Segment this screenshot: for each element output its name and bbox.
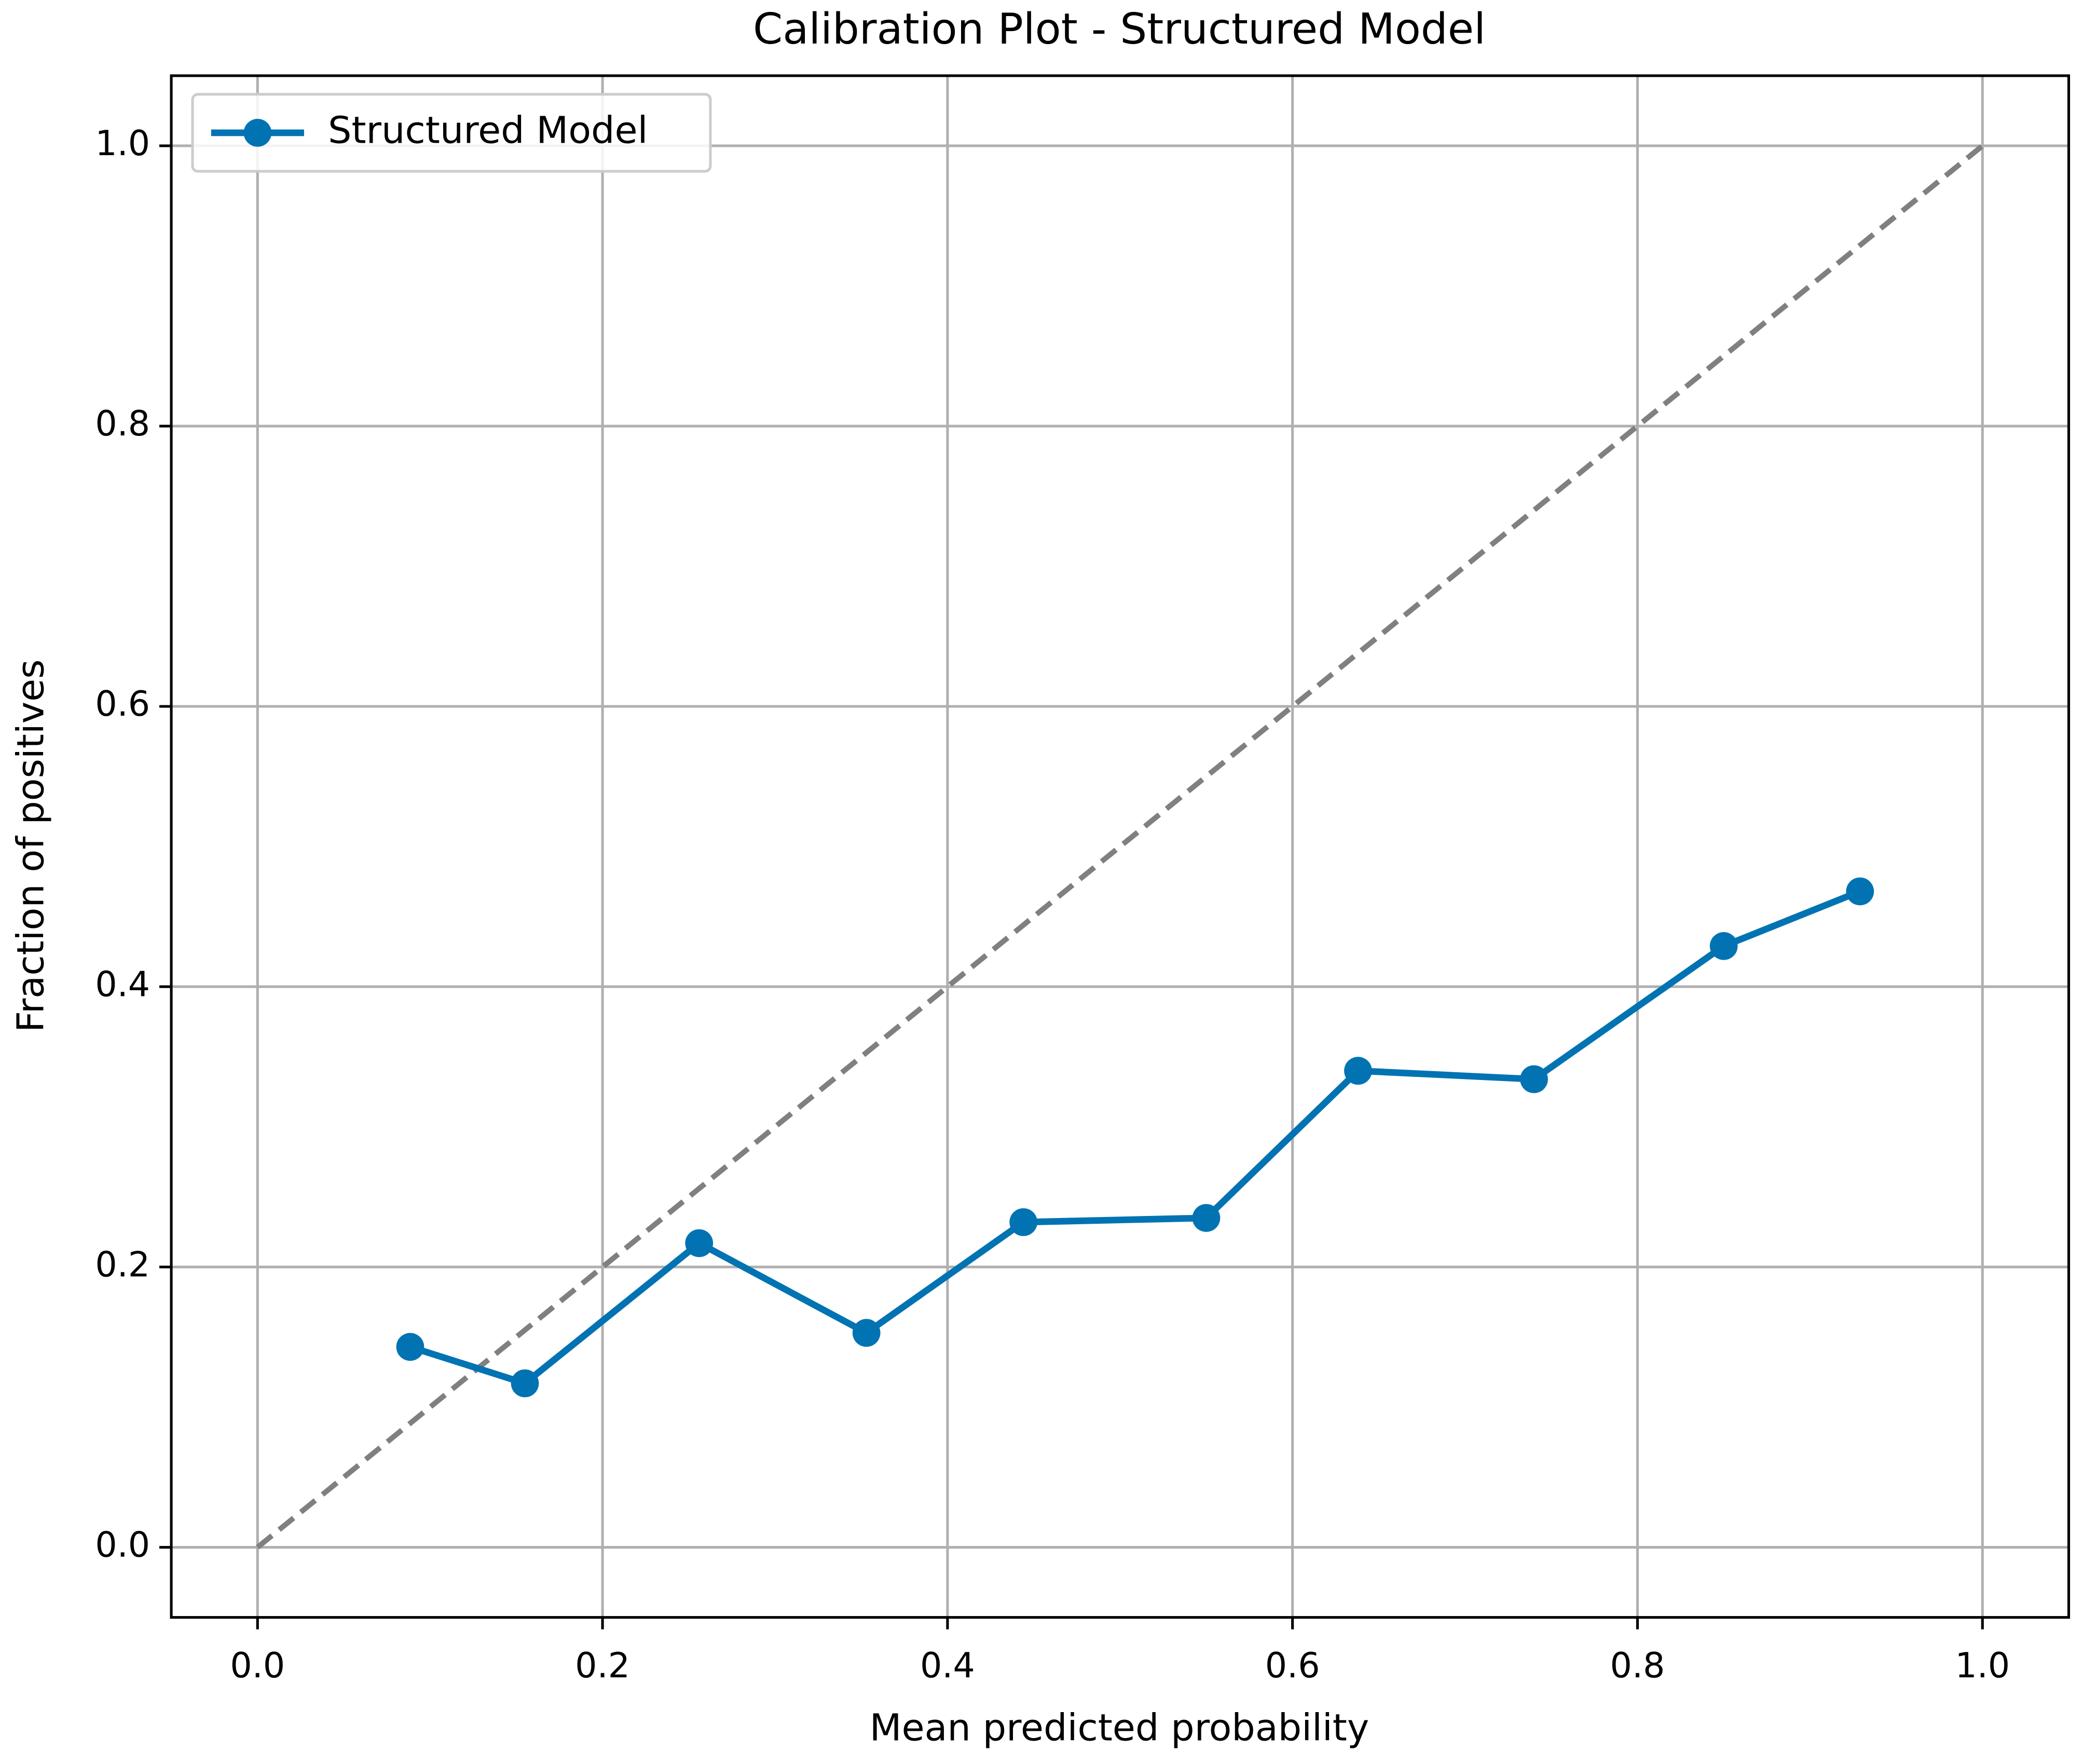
x-tick-label: 1.0 xyxy=(1955,1645,2010,1686)
chart-title: Calibration Plot - Structured Model xyxy=(753,5,1486,54)
legend-box xyxy=(191,93,712,173)
x-tick-label: 0.0 xyxy=(230,1645,285,1686)
data-point xyxy=(1009,1208,1037,1236)
x-tick-label: 0.4 xyxy=(920,1645,975,1686)
data-point xyxy=(1192,1204,1221,1232)
y-tick-label: 0.8 xyxy=(95,403,150,444)
y-tick-label: 1.0 xyxy=(95,123,150,163)
data-point xyxy=(852,1319,881,1347)
y-tick-label: 0.6 xyxy=(95,683,150,724)
reference-line xyxy=(256,143,1984,1550)
data-point xyxy=(511,1369,539,1398)
data-point xyxy=(1344,1057,1372,1085)
data-point xyxy=(1846,877,1874,906)
plot-frame xyxy=(170,74,2070,1619)
x-tick-label: 0.8 xyxy=(1610,1645,1665,1686)
data-point xyxy=(1709,932,1738,960)
y-tick-label: 0.0 xyxy=(95,1525,150,1565)
y-tick-label: 0.2 xyxy=(95,1244,150,1284)
x-axis-label: Mean predicted probability xyxy=(870,1706,1369,1749)
y-tick-label: 0.4 xyxy=(95,964,150,1004)
y-axis-label: Fraction of positives xyxy=(9,660,52,1033)
data-point xyxy=(396,1333,424,1361)
x-tick-label: 0.6 xyxy=(1265,1645,1320,1686)
data-point xyxy=(685,1229,714,1257)
data-point xyxy=(1520,1065,1548,1093)
legend-label: Structured Model xyxy=(328,108,648,152)
legend-marker xyxy=(243,119,272,147)
x-tick-label: 0.2 xyxy=(575,1645,630,1686)
series-line xyxy=(409,888,1861,1387)
